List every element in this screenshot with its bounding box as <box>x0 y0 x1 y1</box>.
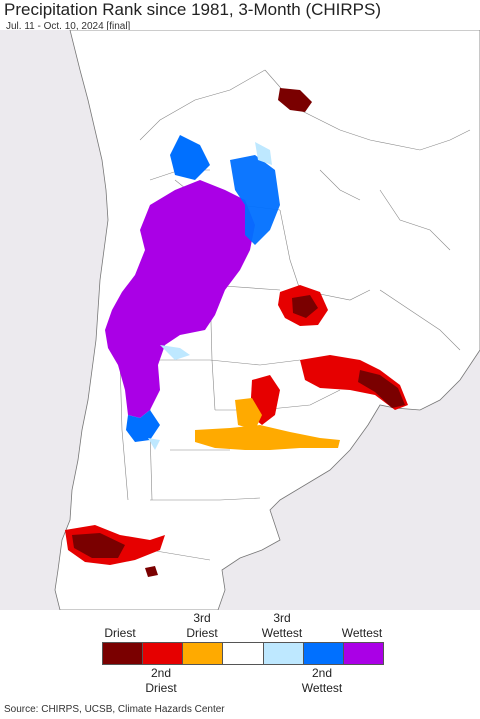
third-driest-region-b <box>235 398 262 430</box>
driest-region-center-core <box>292 295 318 318</box>
driest-region-north <box>278 88 312 112</box>
legend-label-driest: Driest <box>104 626 136 640</box>
wettest-region <box>105 180 255 418</box>
source-credit: Source: CHIRPS, UCSB, Climate Hazards Ce… <box>4 704 225 715</box>
second-wettest-region <box>230 155 280 245</box>
legend-label-third-wettest: 3rd Wettest <box>261 611 303 640</box>
legend-swatch-third-wettest <box>263 643 304 664</box>
legend-label-second-wettest: 2nd Wettest <box>301 666 343 695</box>
legend-label-second-driest: 2nd Driest <box>145 666 177 695</box>
dry-region-spot <box>145 566 158 577</box>
legend-swatch-driest <box>103 643 144 664</box>
driest-region-south-core <box>72 533 125 558</box>
land-mass <box>54 30 480 610</box>
map-subtitle: Jul. 11 - Oct. 10, 2024 [final] <box>6 21 131 32</box>
third-driest-region <box>195 425 340 450</box>
second-wettest-region-south <box>126 410 160 442</box>
legend-swatch-normal <box>223 643 264 664</box>
second-wettest-region-north <box>170 135 210 180</box>
legend-label-third-driest: 3rd Driest <box>186 611 218 640</box>
legend-color-bar <box>102 642 384 665</box>
precipitation-map <box>0 30 480 610</box>
driest-region-east-core <box>358 370 405 408</box>
legend-swatch-second-driest <box>143 643 184 664</box>
legend-swatch-third-driest <box>183 643 224 664</box>
legend-label-wettest: Wettest <box>341 626 383 640</box>
map-title: Precipitation Rank since 1981, 3-Month (… <box>4 0 381 19</box>
legend-swatch-wettest <box>343 643 383 664</box>
legend-swatch-second-wettest <box>303 643 344 664</box>
